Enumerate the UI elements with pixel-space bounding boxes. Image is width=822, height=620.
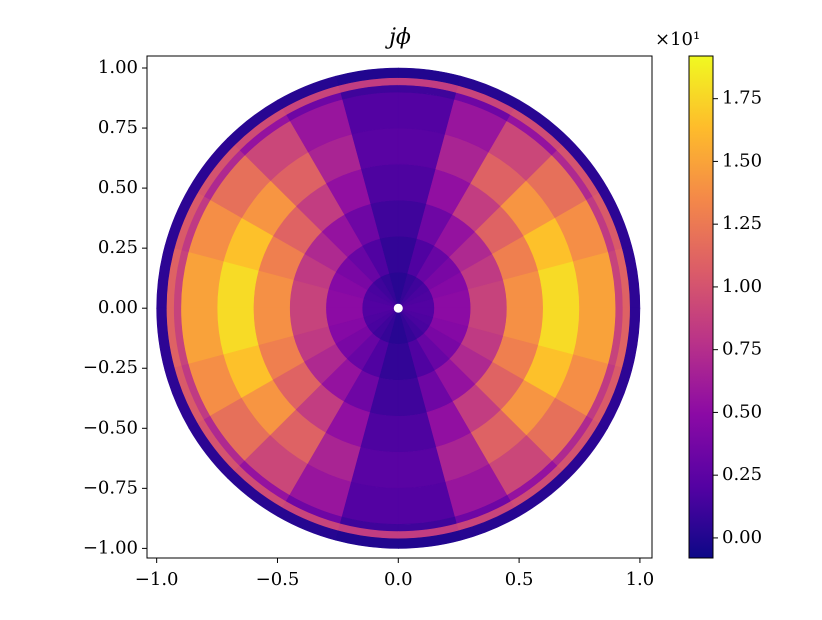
y-tick-label: −0.75 <box>83 477 138 498</box>
colorbar-tick-label: 1.25 <box>722 213 762 234</box>
colorbar-tick-label: 1.50 <box>722 150 762 171</box>
y-tick-label: 1.00 <box>98 57 138 78</box>
colorbar-offset: ×10¹ <box>655 29 700 50</box>
x-tick-label: 1.0 <box>626 569 655 590</box>
y-tick-label: 0.50 <box>98 177 138 198</box>
heatmap <box>156 67 641 549</box>
y-tick-label: 0.75 <box>98 117 138 138</box>
x-tick-label: 0.5 <box>505 569 534 590</box>
colorbar-tick-label: 1.75 <box>722 88 762 109</box>
colorbar-tick-label: 0.50 <box>722 401 762 422</box>
x-tick-label: 0.0 <box>384 569 413 590</box>
heatmap-cell <box>180 307 224 365</box>
colorbar-tick-label: 0.25 <box>722 464 762 485</box>
x-tick-label: −0.5 <box>256 569 300 590</box>
y-tick-label: 0.00 <box>98 297 138 318</box>
axes-frame <box>146 55 653 559</box>
x-tick-label: −1.0 <box>135 569 179 590</box>
y-tick-label: −0.50 <box>83 417 138 438</box>
y-tick-label: −1.00 <box>83 537 138 558</box>
heatmap-cell <box>335 530 399 549</box>
heatmap-cell <box>341 481 399 525</box>
heatmap-cell <box>341 91 399 135</box>
chart-title: jϕ <box>384 25 411 50</box>
colorbar <box>688 55 714 559</box>
y-tick-label: 0.25 <box>98 237 138 258</box>
colorbar-tick-label: 1.00 <box>722 276 762 297</box>
colorbar-tick-label: 0.00 <box>722 527 762 548</box>
colorbar-tick-label: 0.75 <box>722 339 762 360</box>
heatmap-cell <box>397 91 455 135</box>
heatmap-cell <box>180 251 224 309</box>
y-tick-label: −0.25 <box>83 357 138 378</box>
heatmap-cell <box>397 481 455 525</box>
heatmap-cell <box>572 307 617 365</box>
heatmap-cell <box>572 251 617 309</box>
